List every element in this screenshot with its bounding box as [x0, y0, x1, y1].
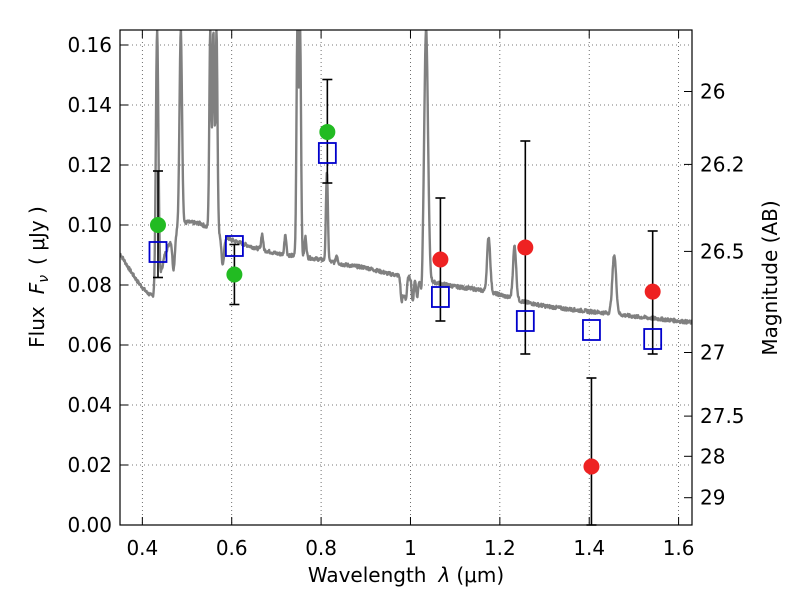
y-tick-label: 0.00 [67, 513, 112, 537]
data-point-model-photometry [643, 328, 663, 350]
data-point-model-photometry [317, 142, 337, 164]
data-point-model-photometry [224, 235, 244, 257]
data-point-observed-nir [583, 458, 600, 475]
y-tick-label: 0.12 [67, 153, 112, 177]
data-point-model-photometry [515, 310, 535, 332]
y2-tick-label: 26.5 [700, 239, 745, 263]
data-point-model-photometry [431, 286, 450, 308]
y-tick-label: 0.02 [67, 453, 112, 477]
y-tick-label: 0.16 [67, 33, 112, 57]
errorbar-layer [152, 78, 658, 526]
data-point-model-photometry [582, 319, 601, 341]
data-point-observed-nir [644, 283, 661, 300]
data-point-model-photometry [148, 241, 168, 263]
x-axis-label: Wavelength λ (μm) [308, 563, 504, 587]
y-axis-label: FluxFν( μJy ) [25, 206, 52, 348]
x-tick-label: 1 [404, 536, 417, 560]
y-tick-label: 0.08 [67, 273, 112, 297]
y2-axis-label: Magnitude (AB) [758, 200, 782, 355]
data-point-observed-optical [319, 124, 336, 140]
x-tick-label: 0.8 [305, 536, 337, 560]
y2-tick-label: 27.5 [700, 404, 745, 428]
data-point-observed-optical [226, 266, 243, 283]
y-axis: 0.00 0.02 0.04 0.06 0.08 0.10 0.12 0.14 0.16 [67, 33, 128, 537]
x-tick-label: 1.4 [573, 536, 605, 560]
y-tick-label: 0.06 [67, 333, 112, 357]
y-tick-label: 0.14 [67, 93, 112, 117]
grid [120, 30, 692, 526]
x-tick-label: 0.6 [216, 536, 248, 560]
y-tick-label: 0.04 [67, 393, 112, 417]
data-point-observed-optical [149, 217, 166, 233]
x-axis: 0.4 0.6 0.8 1 1.2 1.4 1.6 [126, 30, 695, 560]
spectrum-line [120, 30, 692, 325]
data-point-observed-nir [432, 251, 449, 268]
y2-tick-label: 27 [700, 341, 725, 365]
data-point-observed-nir [517, 239, 534, 256]
x-tick-label: 0.4 [126, 536, 158, 560]
y2-tick-label: 29 [700, 486, 725, 510]
y2-axis: 26 26.2 26.5 27 27.5 28 29 [684, 80, 745, 510]
x-tick-label: 1.6 [663, 536, 695, 560]
y2-tick-label: 26.2 [700, 152, 745, 176]
points-layer [148, 124, 663, 475]
y-tick-label: 0.10 [67, 213, 112, 237]
spectrum-layer [120, 30, 692, 325]
y2-tick-label: 28 [700, 444, 725, 468]
plot-frame [119, 29, 693, 526]
x-tick-label: 1.2 [484, 536, 516, 560]
y2-tick-label: 26 [700, 80, 725, 104]
